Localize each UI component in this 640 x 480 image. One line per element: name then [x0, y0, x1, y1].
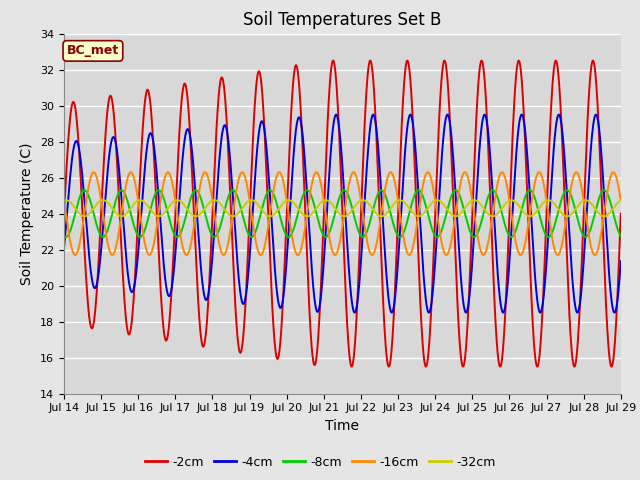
- Title: Soil Temperatures Set B: Soil Temperatures Set B: [243, 11, 442, 29]
- Legend: -2cm, -4cm, -8cm, -16cm, -32cm: -2cm, -4cm, -8cm, -16cm, -32cm: [140, 451, 500, 474]
- -16cm: [552, 249, 559, 255]
- -4cm: [170, 264, 178, 269]
- -8cm: [508, 234, 515, 240]
- -4cm: [246, 248, 254, 253]
- -2cm: [617, 211, 625, 216]
- -16cm: [502, 178, 509, 184]
- -4cm: [184, 126, 191, 132]
- Line: -2cm: -2cm: [64, 60, 621, 367]
- -32cm: [184, 207, 191, 213]
- -4cm: [429, 285, 437, 291]
- Line: -8cm: -8cm: [64, 190, 621, 237]
- -2cm: [246, 198, 254, 204]
- -32cm: [170, 198, 178, 204]
- Line: -16cm: -16cm: [64, 172, 621, 255]
- -32cm: [617, 198, 625, 204]
- -2cm: [502, 305, 509, 311]
- -32cm: [60, 198, 68, 204]
- -16cm: [429, 183, 436, 189]
- Line: -4cm: -4cm: [64, 115, 621, 312]
- -8cm: [502, 225, 509, 231]
- -4cm: [444, 112, 451, 118]
- -32cm: [508, 197, 515, 203]
- -8cm: [489, 187, 497, 193]
- -16cm: [246, 202, 254, 207]
- -8cm: [429, 228, 436, 234]
- -32cm: [429, 199, 436, 205]
- -2cm: [60, 211, 68, 216]
- -32cm: [552, 202, 559, 208]
- -8cm: [246, 234, 254, 240]
- -16cm: [170, 191, 178, 197]
- -2cm: [170, 234, 178, 240]
- -32cm: [246, 197, 254, 203]
- -8cm: [170, 231, 178, 237]
- -4cm: [552, 128, 559, 133]
- -8cm: [60, 233, 68, 239]
- Line: -32cm: -32cm: [64, 200, 621, 216]
- -16cm: [516, 252, 524, 258]
- -4cm: [617, 258, 625, 264]
- -32cm: [502, 200, 509, 206]
- -8cm: [552, 219, 559, 225]
- -32cm: [489, 214, 497, 219]
- -2cm: [184, 98, 191, 104]
- -8cm: [617, 233, 625, 239]
- -16cm: [184, 251, 191, 257]
- -4cm: [425, 310, 433, 315]
- -8cm: [184, 205, 191, 211]
- -16cm: [498, 169, 506, 175]
- -2cm: [607, 364, 615, 370]
- -4cm: [60, 245, 68, 251]
- Y-axis label: Soil Temperature (C): Soil Temperature (C): [20, 143, 35, 285]
- Text: BC_met: BC_met: [67, 44, 119, 58]
- -16cm: [617, 198, 625, 204]
- -16cm: [60, 198, 68, 204]
- X-axis label: Time: Time: [325, 419, 360, 433]
- -2cm: [429, 272, 436, 278]
- -2cm: [589, 58, 596, 63]
- -4cm: [502, 296, 510, 302]
- -2cm: [551, 61, 559, 67]
